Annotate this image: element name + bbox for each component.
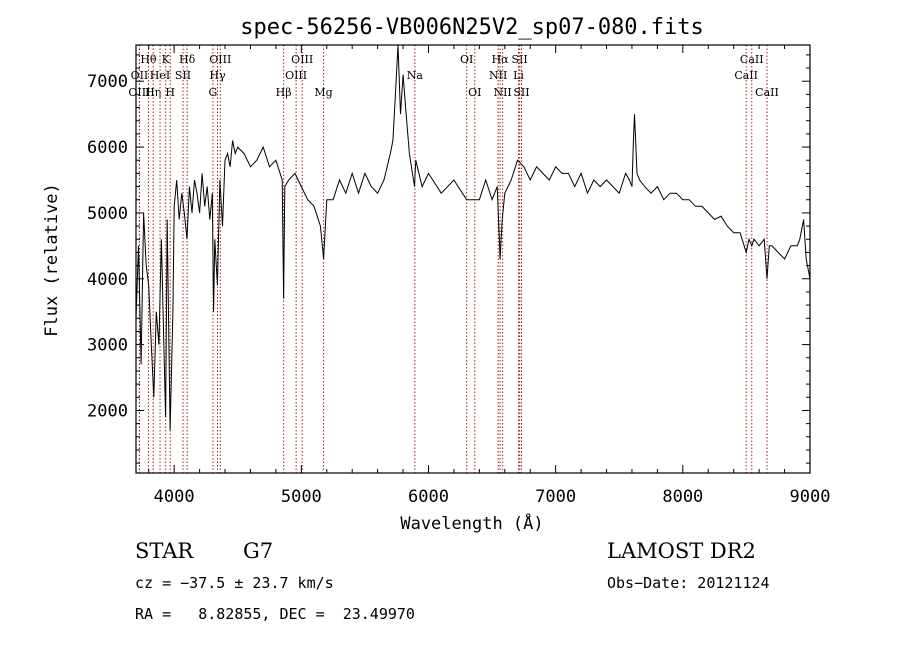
marker-label: Hβ [276, 86, 292, 99]
obs-date: Obs−Date: 20121124 [607, 574, 770, 592]
y-tick-label: 3000 [87, 336, 128, 356]
x-tick-label: 4000 [154, 487, 195, 507]
y-axis-label: Flux (relative) [42, 183, 62, 337]
marker-label: OIII [128, 86, 150, 99]
x-tick-label: 9000 [790, 487, 831, 507]
marker-label: OIII [285, 69, 307, 82]
marker-label: OI [468, 86, 481, 99]
marker-label: SII [175, 69, 191, 82]
marker-label: OIII [209, 53, 231, 66]
y-tick-label: 4000 [87, 270, 128, 290]
survey-name: LAMOST DR2 [607, 539, 756, 563]
marker-label: H [165, 86, 175, 99]
marker-label: SII [513, 86, 529, 99]
marker-label: OII [131, 69, 149, 82]
x-axis-label: Wavelength (Å) [400, 512, 543, 534]
marker-label: CaII [755, 86, 779, 99]
marker-label: K [162, 53, 171, 66]
marker-label: Na [407, 69, 424, 82]
marker-label: CaII [734, 69, 758, 82]
y-tick-label: 5000 [87, 204, 128, 224]
marker-label: HeI [150, 69, 170, 82]
marker-label: Hγ [209, 69, 226, 82]
y-axis: 2000 3000 4000 5000 6000 7000 [87, 54, 810, 464]
marker-label: NII [489, 69, 507, 82]
spectrum-line [135, 44, 811, 431]
y-tick-label: 2000 [87, 401, 128, 421]
y-tick-label: 7000 [87, 72, 128, 92]
object-class: STAR [135, 539, 194, 563]
marker-label: OI [460, 53, 473, 66]
coordinates: RA = 8.82855, DEC = 23.49970 [135, 605, 415, 623]
marker-label: CaII [740, 53, 764, 66]
spectral-subclass: G7 [243, 539, 274, 563]
x-tick-label: 6000 [408, 487, 449, 507]
marker-label: Hη [145, 86, 161, 99]
marker-label: Hδ [179, 53, 196, 66]
y-tick-label: 6000 [87, 138, 128, 158]
x-tick-label: 7000 [535, 487, 576, 507]
marker-label: Li [513, 69, 524, 82]
marker-label: Hθ [140, 53, 157, 66]
marker-label: NII [493, 86, 511, 99]
marker-label: SII [512, 53, 528, 66]
chart-title: spec-56256-VB006N25V2_sp07-080.fits [240, 15, 704, 40]
marker-label: G [209, 86, 218, 99]
redshift-cz: cz = −37.5 ± 23.7 km/s [135, 574, 334, 592]
marker-label: OIII [291, 53, 313, 66]
x-tick-label: 5000 [281, 487, 322, 507]
x-tick-label: 8000 [662, 487, 703, 507]
marker-label: Mg [314, 86, 332, 99]
marker-label: Hα [492, 53, 510, 66]
plot-frame [135, 44, 811, 474]
x-axis: 4000 5000 6000 7000 8000 9000 [148, 45, 831, 507]
